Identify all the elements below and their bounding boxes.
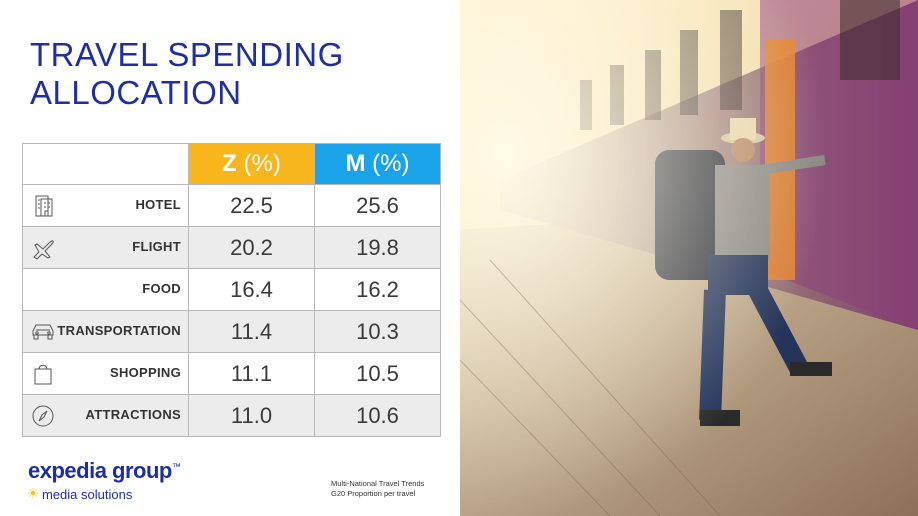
logo-subtitle-text: media solutions (42, 487, 133, 502)
shopping-bag-icon (34, 364, 52, 385)
slide-left-panel: TRAVEL SPENDING ALLOCATION Z (%) M (%) (22, 36, 441, 502)
source-line-1: Multi-National Travel Trends (331, 479, 425, 488)
value-m: 19.8 (314, 226, 441, 269)
header-blank-cell (22, 143, 189, 185)
title-line-1: TRAVEL SPENDING (30, 36, 344, 73)
header-m-unit: (%) (372, 150, 410, 177)
logo-trademark: ™ (171, 461, 181, 472)
value-z: 20.2 (188, 226, 315, 269)
expedia-group-logo: expedia group™ media solutions (28, 458, 181, 502)
row-label: FLIGHT (132, 239, 181, 254)
photo-illustration (460, 0, 918, 516)
source-line-2: G20 Proportion per travel (331, 489, 416, 498)
value-m: 10.5 (314, 352, 441, 395)
row-label-cell: FLIGHT (22, 226, 189, 269)
hotel-icon (35, 195, 53, 217)
row-label-cell: HOTEL (22, 184, 189, 227)
value-m: 10.3 (314, 310, 441, 353)
car-icon (32, 324, 54, 340)
header-z-unit: (%) (243, 150, 281, 177)
value-z: 11.0 (188, 394, 315, 437)
row-label-cell: FOOD (22, 268, 189, 311)
value-z: 16.4 (188, 268, 315, 311)
row-label-cell: ATTRACTIONS (22, 394, 189, 437)
row-label-cell: TRANSPORTATION (22, 310, 189, 353)
row-label-cell: SHOPPING (22, 352, 189, 395)
source-note: Multi-National Travel Trends G20 Proport… (331, 479, 424, 499)
spending-table: Z (%) M (%) H (22, 143, 441, 437)
logo-brand-text: expedia group (28, 458, 172, 483)
airplane-icon (33, 240, 54, 260)
value-z: 22.5 (188, 184, 315, 227)
table-row: HOTEL 22.5 25.6 (22, 184, 441, 227)
logo-brand: expedia group™ (28, 458, 181, 484)
header-m-label: M (345, 150, 366, 177)
header-z-label: Z (222, 150, 237, 177)
table-row: FOOD 16.4 16.2 (22, 268, 441, 311)
value-z: 11.4 (188, 310, 315, 353)
title-line-2: ALLOCATION (30, 74, 242, 111)
traveler-train-photo (460, 0, 918, 516)
row-label: FOOD (142, 281, 181, 296)
table-row: TRANSPORTATION 11.4 10.3 (22, 310, 441, 353)
row-label: TRANSPORTATION (57, 323, 181, 338)
value-z: 11.1 (188, 352, 315, 395)
value-m: 16.2 (314, 268, 441, 311)
header-z: Z (%) (188, 143, 315, 185)
header-m: M (%) (314, 143, 441, 185)
table-row: SHOPPING 11.1 10.5 (22, 352, 441, 395)
value-m: 10.6 (314, 394, 441, 437)
value-m: 25.6 (314, 184, 441, 227)
table-row: ATTRACTIONS 11.0 10.6 (22, 394, 441, 437)
logo-subtitle: media solutions (28, 487, 180, 502)
table-header-row: Z (%) M (%) (22, 143, 441, 185)
row-label: HOTEL (135, 197, 181, 212)
compass-icon (32, 405, 54, 427)
row-label: SHOPPING (109, 365, 181, 380)
table-row: FLIGHT 20.2 19.8 (22, 226, 441, 269)
sun-icon (28, 488, 38, 498)
slide-title: TRAVEL SPENDING ALLOCATION (30, 36, 344, 112)
row-label: ATTRACTIONS (85, 407, 181, 422)
